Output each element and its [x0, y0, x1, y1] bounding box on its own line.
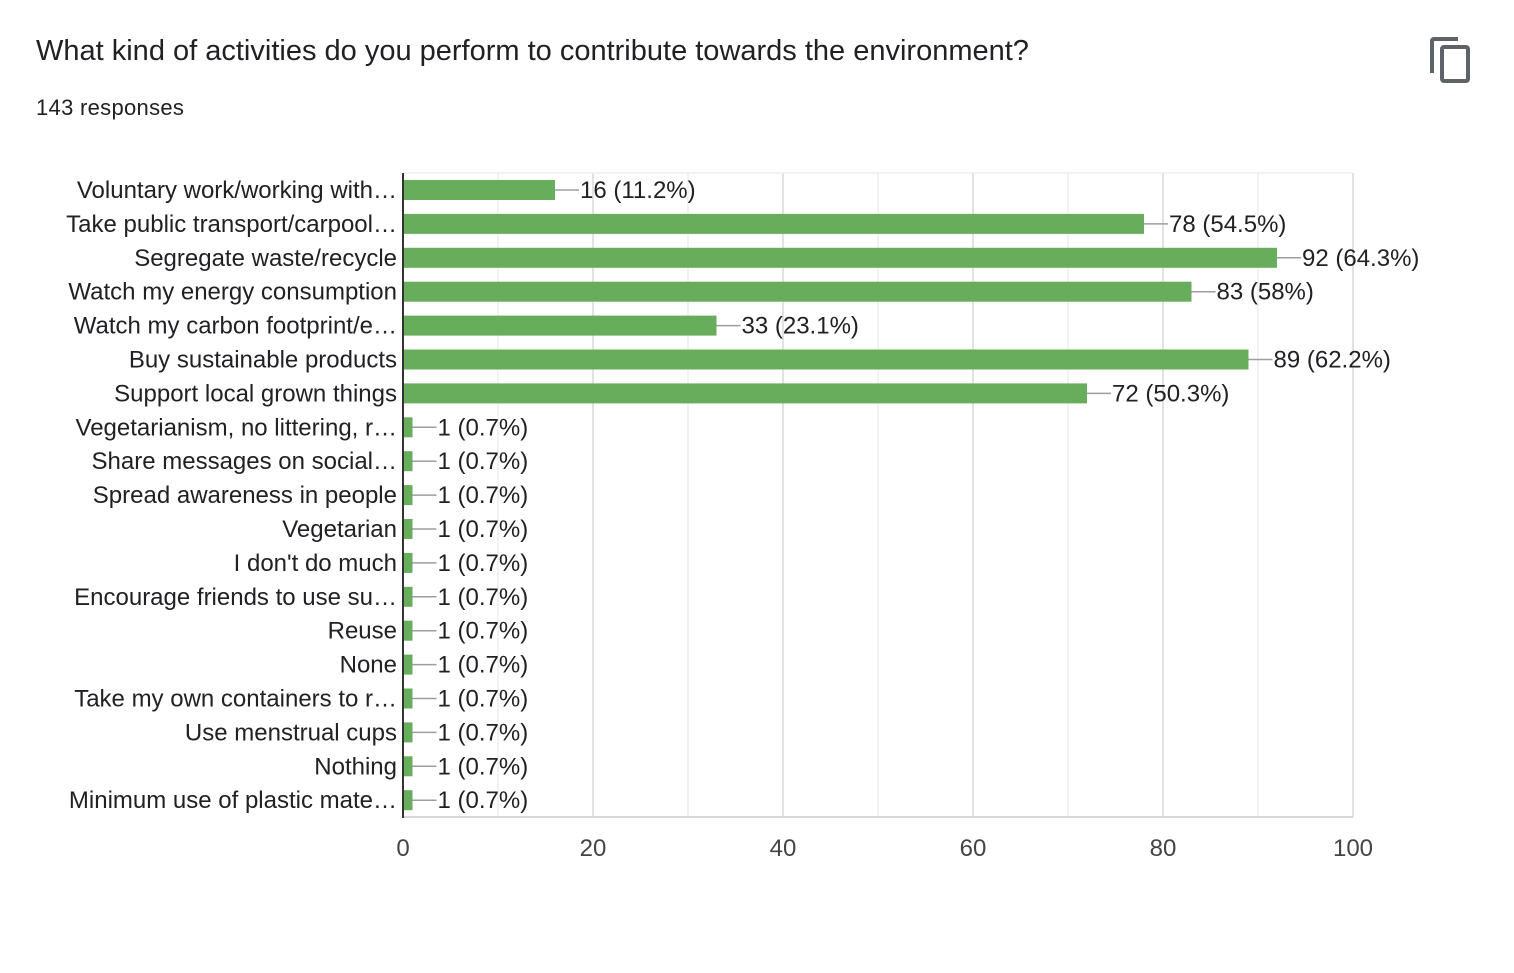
x-tick-label: 100: [1333, 835, 1373, 862]
response-count: 143 responses: [36, 95, 185, 120]
bar: [403, 790, 413, 811]
category-label: Watch my carbon footprint/e…: [74, 313, 397, 340]
data-label: 92 (64.3%): [1302, 245, 1419, 272]
bar: [403, 485, 413, 506]
category-label: Watch my energy consumption: [68, 279, 397, 306]
data-label: 33 (23.1%): [742, 313, 859, 340]
x-tick-label: 40: [770, 835, 797, 862]
bar: [403, 417, 413, 438]
data-label: 1 (0.7%): [438, 686, 529, 713]
bar: [403, 620, 413, 641]
category-label: Use menstrual cups: [185, 719, 397, 746]
bar: [403, 383, 1087, 404]
bar: [403, 213, 1144, 234]
category-label: Vegetarianism, no littering, r…: [76, 414, 397, 441]
bar: [403, 519, 413, 539]
data-label: 1 (0.7%): [438, 516, 529, 543]
category-label: Voluntary work/working with…: [77, 177, 397, 204]
data-label: 1 (0.7%): [438, 618, 529, 645]
data-label: 1 (0.7%): [438, 482, 529, 509]
data-label: 1 (0.7%): [438, 787, 529, 814]
x-tick-label: 60: [960, 835, 987, 862]
category-label: Nothing: [314, 753, 397, 780]
x-tick-label: 20: [580, 835, 607, 862]
data-label: 1 (0.7%): [438, 652, 529, 679]
bar: [403, 688, 413, 709]
bar: [403, 654, 413, 675]
category-label: Support local grown things: [114, 380, 397, 407]
bar: [403, 315, 717, 336]
category-label: Spread awareness in people: [93, 482, 397, 509]
category-label: Reuse: [328, 618, 397, 645]
category-label: I don't do much: [234, 550, 397, 577]
category-label: Vegetarian: [282, 516, 397, 543]
copy-chart-button[interactable]: [1422, 32, 1478, 88]
bar: [403, 349, 1249, 370]
x-tick-label: 80: [1150, 835, 1177, 862]
category-label: Take my own containers to r…: [74, 686, 397, 713]
data-label: 72 (50.3%): [1112, 380, 1229, 407]
data-label: 16 (11.2%): [580, 177, 696, 204]
bar: [403, 756, 413, 777]
data-label: 89 (62.2%): [1274, 347, 1391, 374]
x-tick-label: 0: [396, 835, 409, 862]
data-label: 78 (54.5%): [1169, 211, 1286, 238]
data-label: 1 (0.7%): [438, 550, 529, 577]
data-label: 1 (0.7%): [438, 753, 529, 780]
bar: [403, 247, 1277, 268]
bar: [403, 586, 413, 607]
content-copy-icon: [1430, 37, 1470, 83]
data-label: 83 (58%): [1217, 279, 1314, 306]
category-label: Minimum use of plastic mate…: [69, 787, 397, 814]
category-label: Segregate waste/recycle: [134, 245, 397, 272]
data-label: 1 (0.7%): [438, 414, 529, 441]
bar: [403, 552, 413, 573]
data-label: 1 (0.7%): [438, 584, 529, 611]
category-label: Encourage friends to use su…: [74, 584, 397, 611]
bar: [403, 281, 1192, 302]
category-label: Share messages on social…: [92, 448, 397, 475]
question-title: What kind of activities do you perform t…: [36, 35, 1029, 67]
data-label: 1 (0.7%): [438, 719, 529, 746]
bar: [403, 451, 413, 472]
category-label: Take public transport/carpool…: [66, 211, 397, 238]
bar: [403, 180, 555, 200]
data-label: 1 (0.7%): [438, 448, 529, 475]
category-label: Buy sustainable products: [129, 347, 397, 374]
category-label: None: [340, 652, 397, 679]
bar: [403, 722, 413, 743]
